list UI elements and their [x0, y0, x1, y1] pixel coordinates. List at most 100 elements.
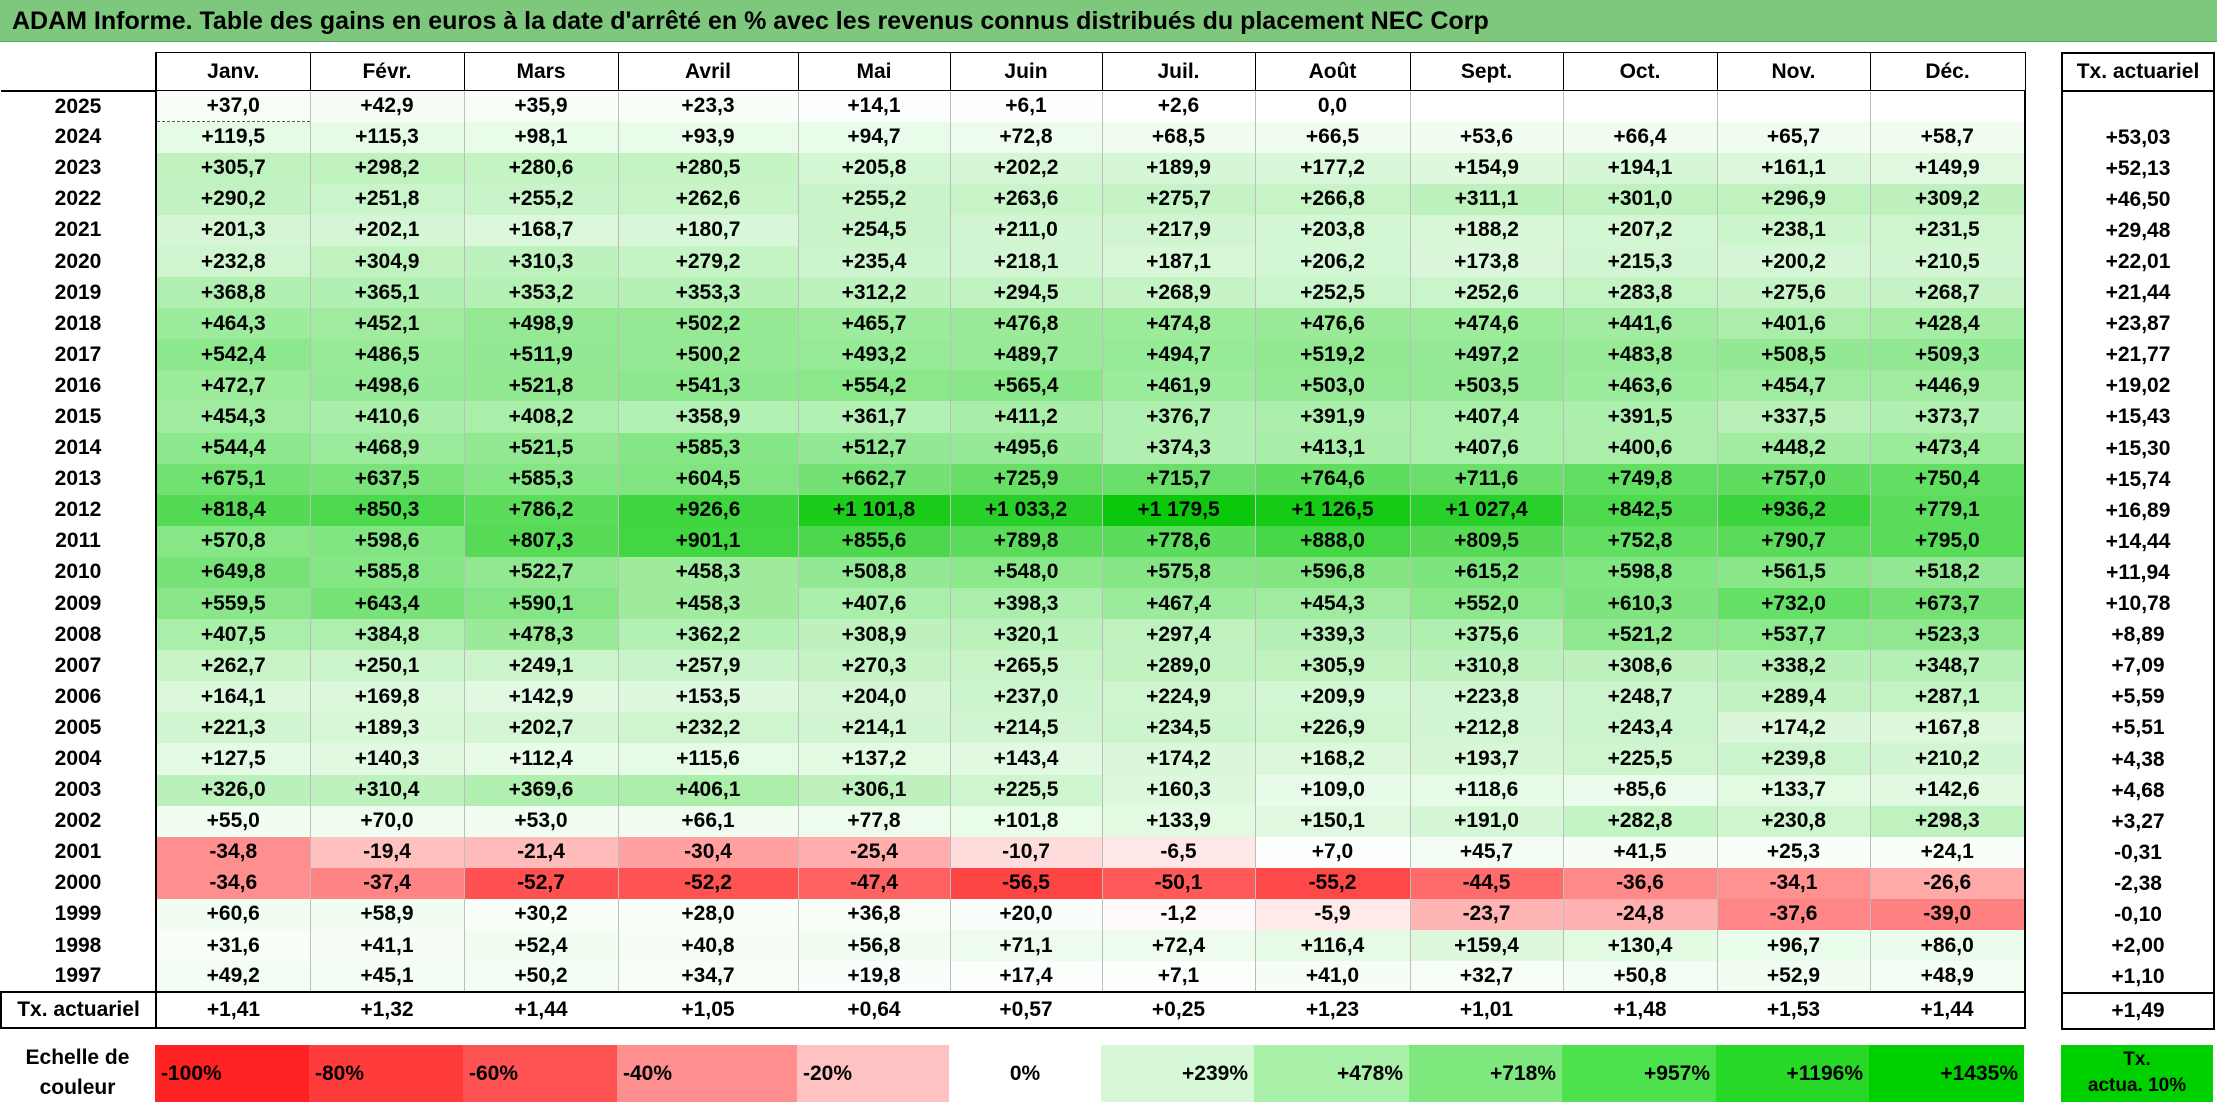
gain-cell: +512,7 [797, 432, 951, 464]
gain-cell: +448,2 [1716, 432, 1871, 464]
gain-cell: +262,6 [617, 183, 799, 215]
gain-cell: +474,8 [1101, 308, 1256, 340]
gain-cell: +25,3 [1716, 836, 1871, 868]
gain-cell: -25,4 [797, 836, 951, 868]
gain-cell: +191,0 [1409, 805, 1564, 837]
color-scale-swatch: -80% [309, 1045, 463, 1102]
year-label: 2018 [1, 308, 157, 340]
year-actuarial-rate: +1,10 [2061, 961, 2215, 994]
gain-cell: +143,4 [949, 743, 1103, 775]
gain-cell: -10,7 [949, 836, 1103, 868]
gain-cell: +206,2 [1254, 245, 1411, 278]
year-label: 2025 [1, 89, 157, 122]
gain-cell: +234,5 [1101, 712, 1256, 744]
year-label: 1998 [1, 930, 157, 962]
gain-cell: +511,9 [463, 339, 619, 371]
gain-cell: +312,2 [797, 277, 951, 309]
gain-cell: +48,9 [1869, 961, 2026, 994]
year-row: 2006 +164,1 +169,8 +142,9 +153,5 +204,0 +237,0… [1, 681, 2026, 713]
gain-cell: +49,2 [155, 961, 311, 994]
year-actuarial-rate: +15,74 [2061, 464, 2215, 496]
gain-cell: +214,1 [797, 712, 951, 744]
gain-cell: +901,1 [617, 525, 799, 557]
gain-cell: +521,8 [463, 370, 619, 402]
year-actuarial-rate: +53,03 [2061, 122, 2215, 154]
year-label: 2002 [1, 805, 157, 837]
gain-cell: +474,6 [1409, 308, 1564, 340]
gain-cell: +280,5 [617, 152, 799, 184]
gain-cell: +294,5 [949, 277, 1103, 309]
gain-cell: +305,7 [155, 152, 311, 184]
gain-cell: +519,2 [1254, 339, 1411, 371]
month-actuarial-rate: +1,01 [1410, 991, 1563, 1030]
gain-cell: +153,5 [617, 681, 799, 713]
gain-cell: +298,2 [309, 152, 465, 184]
gain-cell: +98,1 [463, 121, 619, 153]
year-row: 2023 +305,7 +298,2 +280,6 +280,5 +205,8 +202,2… [1, 152, 2026, 184]
year-row: 2022 +290,2 +251,8 +255,2 +262,6 +255,2 +263,6… [1, 183, 2026, 215]
gain-cell: +779,1 [1869, 494, 2026, 526]
gain-cell: +140,3 [309, 743, 465, 775]
gain-cell: +19,8 [797, 961, 951, 994]
gains-table: Janv. Févr. Mars Avril Mai Juin Juil. Août Sept.… [0, 52, 2026, 1030]
gain-cell: +77,8 [797, 805, 951, 837]
color-scale-swatch: +718% [1409, 1045, 1562, 1102]
gain-cell: +7,0 [1254, 836, 1411, 868]
gain-cell: +188,2 [1409, 214, 1564, 246]
year-actuarial-rate: +3,27 [2061, 806, 2215, 838]
gain-cell: +446,9 [1869, 370, 2026, 402]
gain-cell: +615,2 [1409, 556, 1564, 588]
gain-cell: -47,4 [797, 867, 951, 899]
gain-cell[interactable]: +37,0 [155, 90, 311, 123]
gain-cell: +50,2 [463, 961, 619, 994]
gain-cell: +305,9 [1254, 650, 1411, 682]
gain-cell: +362,2 [617, 619, 799, 651]
year-label: 2017 [1, 339, 157, 371]
year-row: 2016 +472,7 +498,6 +521,8 +541,3 +554,2 +565,4… [1, 370, 2026, 402]
gain-cell: +223,8 [1409, 681, 1564, 713]
gain-cell: +467,4 [1101, 588, 1256, 620]
gain-cell: +174,2 [1716, 712, 1871, 744]
gain-cell: +338,2 [1716, 650, 1871, 682]
month-header: Nov. [1716, 52, 1871, 91]
gain-cell: +750,4 [1869, 463, 2026, 495]
report-title: ADAM Informe. Table des gains en euros à… [0, 0, 2217, 42]
gain-cell: +268,9 [1101, 277, 1256, 309]
gain-cell: +280,6 [463, 152, 619, 184]
gain-cell: +211,0 [949, 214, 1103, 246]
gain-cell: +268,7 [1869, 277, 2026, 309]
gain-cell: +255,2 [463, 183, 619, 215]
gain-cell: +544,4 [155, 432, 311, 464]
month-actuarial-rate: +1,44 [1870, 991, 2026, 1030]
gain-cell: +493,2 [797, 339, 951, 371]
gain-cell: +575,8 [1101, 556, 1256, 588]
gain-cell: +28,0 [617, 898, 799, 931]
year-label: 2013 [1, 463, 157, 495]
gain-cell: +411,2 [949, 401, 1103, 433]
gain-cell: +66,4 [1562, 121, 1718, 153]
gain-cell: +497,2 [1409, 339, 1564, 371]
gain-cell: +454,3 [155, 401, 311, 433]
gain-cell: +548,0 [949, 556, 1103, 588]
year-row: 2000 -34,6 -37,4 -52,7 -52,2 -47,4 -56,5 -50,1-… [1, 867, 2026, 899]
gain-cell: +200,2 [1716, 245, 1871, 278]
gain-cell: -34,8 [155, 836, 311, 868]
year-label: 2005 [1, 712, 157, 744]
gain-cell: +72,4 [1101, 930, 1256, 962]
gain-cell: +85,6 [1562, 774, 1718, 806]
gain-cell: +118,6 [1409, 774, 1564, 806]
month-actuarial-rate: +1,48 [1563, 991, 1717, 1030]
gain-cell: +407,4 [1409, 401, 1564, 433]
gain-cell: +590,1 [463, 588, 619, 620]
gain-cell: +508,8 [797, 556, 951, 588]
gain-cell: +523,3 [1869, 619, 2026, 651]
gain-cell: +311,1 [1409, 183, 1564, 215]
gain-cell: +255,2 [797, 183, 951, 215]
gain-cell: +337,5 [1716, 401, 1871, 433]
gain-cell: +252,6 [1409, 277, 1564, 309]
gain-cell: +289,0 [1101, 650, 1256, 682]
gain-cell: +537,7 [1716, 619, 1871, 651]
gain-cell: +500,2 [617, 339, 799, 371]
gain-cell: +809,5 [1409, 525, 1564, 557]
gain-cell: +23,3 [617, 90, 799, 122]
